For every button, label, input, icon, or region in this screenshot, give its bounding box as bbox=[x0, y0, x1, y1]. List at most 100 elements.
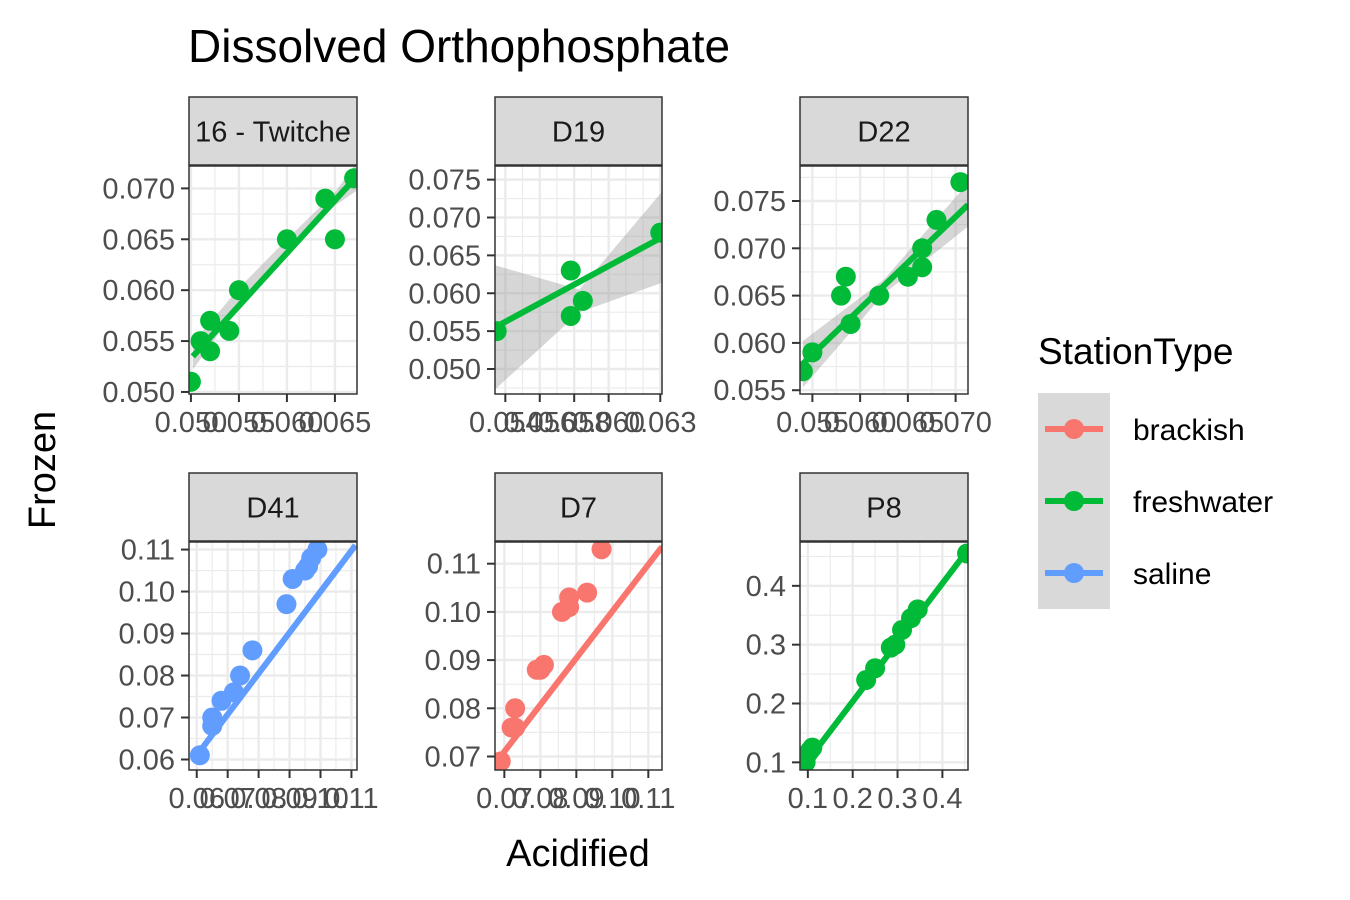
panel-border bbox=[494, 541, 663, 771]
x-tick-label: 0.09 bbox=[261, 783, 317, 815]
data-point bbox=[572, 290, 593, 311]
facet-strip bbox=[188, 96, 358, 166]
data-point bbox=[560, 305, 581, 326]
y-tick-label: 0.075 bbox=[408, 165, 481, 197]
data-point bbox=[324, 229, 345, 250]
confidence-band bbox=[495, 191, 662, 390]
data-point bbox=[276, 594, 297, 615]
y-tick-label: 0.070 bbox=[408, 203, 481, 235]
y-tick-label: 0.055 bbox=[102, 326, 175, 358]
x-tick-label: 0.054 bbox=[469, 407, 542, 439]
data-point bbox=[533, 654, 554, 675]
legend-key-point bbox=[1064, 491, 1084, 511]
x-tick-label: 0.060 bbox=[572, 407, 645, 439]
x-tick-label: 0.06 bbox=[169, 783, 225, 815]
y-tick-label: 0.070 bbox=[713, 233, 786, 265]
data-point bbox=[591, 542, 612, 560]
y-tick-label: 0.09 bbox=[425, 645, 481, 677]
facet-strip bbox=[494, 96, 663, 166]
data-point bbox=[230, 665, 251, 686]
data-point bbox=[831, 285, 852, 306]
panel-border bbox=[494, 165, 663, 395]
data-point bbox=[242, 640, 263, 661]
regression-line bbox=[495, 544, 662, 766]
x-tick-label: 0.2 bbox=[833, 783, 873, 815]
regression-line bbox=[194, 543, 357, 758]
data-point bbox=[202, 707, 223, 728]
legend-label: brackish bbox=[1133, 414, 1245, 447]
data-point bbox=[950, 172, 968, 193]
legend-key-point bbox=[1064, 563, 1084, 583]
regression-line bbox=[190, 174, 357, 359]
x-axis-title: Acidified bbox=[506, 833, 650, 875]
legend-label: saline bbox=[1133, 558, 1211, 591]
panel-border bbox=[799, 165, 969, 395]
panel-border bbox=[799, 541, 969, 771]
legend: StationType brackish freshwater saline bbox=[1038, 331, 1273, 609]
y-tick-label: 0.075 bbox=[713, 186, 786, 218]
facet-panel: D410.060.070.080.090.100.110.060.070.080… bbox=[119, 472, 379, 815]
x-tick-label: 0.055 bbox=[203, 407, 276, 439]
panel-border bbox=[188, 165, 358, 395]
y-tick-label: 0.050 bbox=[408, 354, 481, 386]
x-tick-label: 0.09 bbox=[548, 783, 604, 815]
x-tick-label: 0.070 bbox=[919, 407, 992, 439]
facet-strip-label: D7 bbox=[560, 493, 597, 525]
facet-strip bbox=[188, 472, 358, 542]
x-tick-label: 0.11 bbox=[324, 783, 378, 815]
x-tick-label: 0.065 bbox=[872, 407, 945, 439]
y-tick-label: 0.08 bbox=[425, 693, 481, 725]
regression-line bbox=[495, 234, 662, 330]
y-tick-label: 0.09 bbox=[119, 619, 175, 651]
facet-strip-label: D22 bbox=[857, 117, 910, 149]
x-tick-label: 0.1 bbox=[788, 783, 828, 815]
y-tick-label: 0.055 bbox=[408, 316, 481, 348]
data-point bbox=[897, 266, 918, 287]
y-tick-label: 0.065 bbox=[408, 240, 481, 272]
data-point bbox=[912, 257, 933, 278]
x-tick-label: 0.07 bbox=[476, 783, 532, 815]
facet-panel: D220.0550.0600.0650.0700.0550.0600.0650.… bbox=[713, 96, 992, 439]
x-tick-label: 0.065 bbox=[299, 407, 372, 439]
y-tick-label: 0.060 bbox=[713, 328, 786, 360]
x-tick-label: 0.050 bbox=[155, 407, 228, 439]
data-point bbox=[835, 266, 856, 287]
y-tick-label: 0.08 bbox=[119, 661, 175, 693]
x-tick-label: 0.4 bbox=[922, 783, 962, 815]
data-point bbox=[559, 587, 580, 608]
x-tick-label: 0.063 bbox=[624, 407, 697, 439]
y-tick-label: 0.07 bbox=[425, 742, 481, 774]
facet-strip bbox=[799, 96, 969, 166]
data-point bbox=[800, 361, 813, 382]
facet-strip-label: 16 - Twitche bbox=[195, 117, 351, 149]
y-tick-label: 0.065 bbox=[102, 224, 175, 256]
x-tick-label: 0.10 bbox=[584, 783, 640, 815]
y-tick-label: 0.2 bbox=[746, 689, 786, 721]
regression-line bbox=[800, 202, 968, 366]
data-point bbox=[200, 310, 221, 331]
y-tick-label: 0.06 bbox=[119, 745, 175, 777]
y-axis-title: Frozen bbox=[22, 411, 64, 529]
x-tick-label: 0.3 bbox=[877, 783, 917, 815]
data-point bbox=[189, 371, 201, 392]
y-tick-label: 0.11 bbox=[427, 549, 481, 581]
x-tick-label: 0.08 bbox=[512, 783, 568, 815]
data-point bbox=[577, 582, 598, 603]
x-tick-label: 0.055 bbox=[776, 407, 849, 439]
x-tick-label: 0.11 bbox=[621, 783, 675, 815]
data-point bbox=[307, 542, 328, 560]
x-tick-label: 0.060 bbox=[824, 407, 897, 439]
y-tick-label: 0.10 bbox=[425, 597, 481, 629]
facet-strip bbox=[494, 472, 663, 542]
facet-panel: P80.1 0.2 0.3 0.40.10.20.30.4 bbox=[746, 472, 969, 815]
y-tick-label: 0.11 bbox=[121, 535, 175, 567]
legend-item: freshwater bbox=[1038, 465, 1273, 537]
data-point bbox=[505, 698, 526, 719]
x-tick-label: 0.058 bbox=[538, 407, 611, 439]
y-tick-label: 0.070 bbox=[102, 173, 175, 205]
y-tick-label: 0.3 bbox=[746, 630, 786, 662]
facet-strip-label: D19 bbox=[552, 117, 605, 149]
legend-item: saline bbox=[1038, 537, 1211, 609]
y-tick-label: 0.050 bbox=[102, 377, 175, 409]
x-tick-label: 0.07 bbox=[199, 783, 255, 815]
